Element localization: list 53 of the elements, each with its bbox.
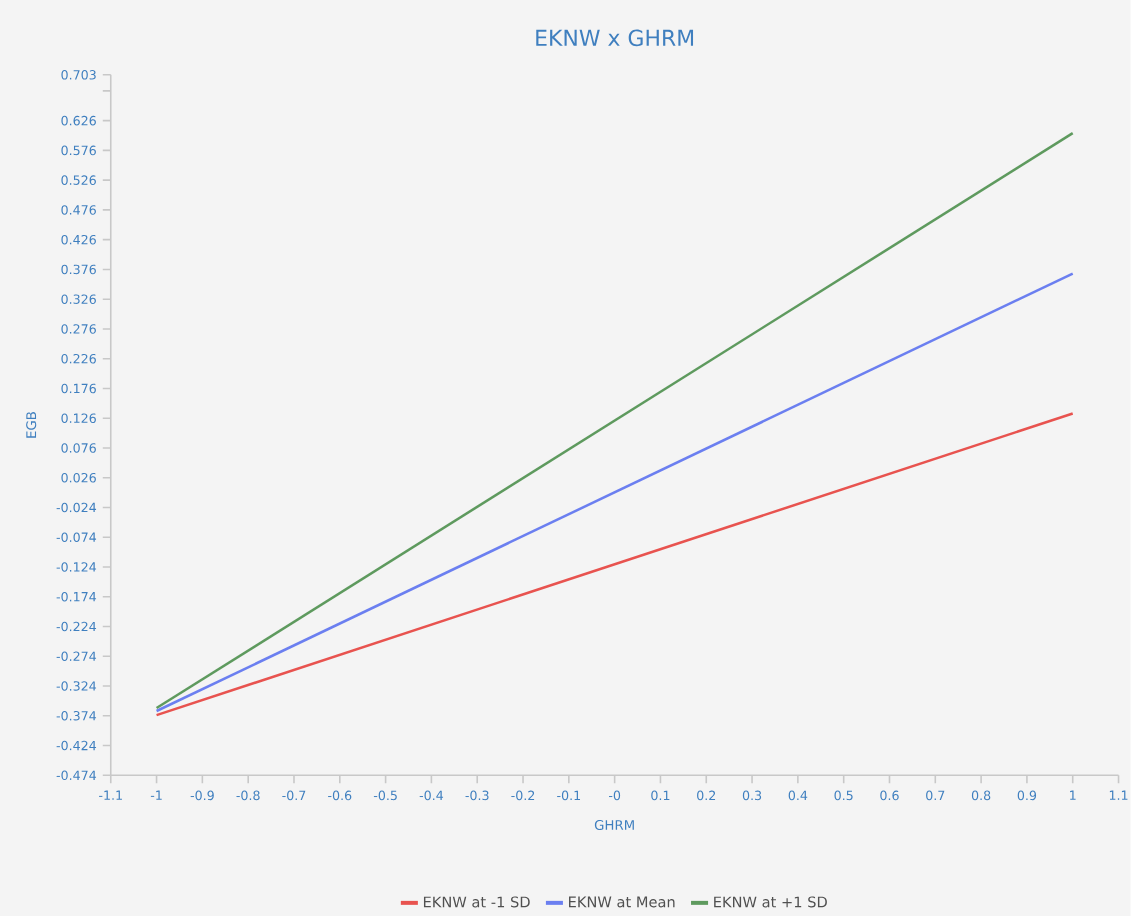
x-tick-label: 0.8 — [971, 790, 991, 801]
y-tick-label: -0.274 — [56, 651, 97, 662]
x-tick-label: -0.8 — [236, 790, 260, 801]
y-tick-label: 0.226 — [61, 353, 96, 364]
x-tick-label: -0.4 — [419, 790, 444, 801]
y-tick-label: 0.526 — [61, 175, 96, 185]
y-tick-label: -0.074 — [56, 532, 97, 543]
x-tick-label: 0.5 — [834, 790, 853, 801]
y-tick-label: 0.326 — [61, 294, 96, 304]
y-tick-label: 0.426 — [61, 234, 96, 245]
legend-label: EKNW at +1 SD — [714, 896, 827, 908]
x-tick-label: 0.2 — [697, 790, 716, 801]
x-tick-label: -0 — [608, 790, 621, 801]
x-tick-label: 1.1 — [1109, 790, 1128, 800]
y-tick-label: -0.324 — [56, 681, 97, 691]
legend-label: EKNW at Mean — [569, 896, 675, 908]
y-tick-label: 0.026 — [61, 472, 96, 483]
x-tick-label: -0.2 — [511, 790, 535, 801]
y-tick-label: -0.424 — [56, 740, 97, 751]
x-tick-label: -0.6 — [328, 790, 352, 801]
x-tick-label: -1.1 — [99, 790, 122, 800]
x-tick-label: 0.1 — [651, 790, 670, 801]
y-axis-title: EGB — [26, 412, 37, 438]
y-tick-label: -0.374 — [56, 711, 97, 721]
y-tick-label: 0.703 — [61, 70, 96, 80]
y-tick-label: 0.376 — [61, 264, 96, 275]
x-tick-label: -0.1 — [557, 790, 581, 801]
y-tick-label: 0.126 — [61, 413, 96, 424]
x-tick-label: 0.3 — [742, 790, 762, 801]
y-tick-label: -0.174 — [56, 591, 97, 602]
x-tick-label: 1 — [1070, 790, 1076, 800]
x-tick-label: 0.9 — [1017, 790, 1037, 801]
y-tick-label: -0.124 — [56, 562, 97, 572]
x-tick-label: 0.4 — [788, 790, 808, 801]
y-tick-label: -0.224 — [56, 621, 97, 632]
x-tick-label: -0.3 — [465, 790, 489, 801]
x-tick-label: 0.6 — [880, 790, 899, 801]
chart-title: EKNW x GHRM — [536, 29, 694, 47]
y-tick-label: 0.626 — [61, 115, 96, 126]
legend-label: EKNW at -1 SD — [423, 896, 530, 908]
y-tick-label: 0.176 — [61, 383, 96, 394]
y-tick-label: 0.576 — [61, 145, 96, 156]
x-tick-label: -0.5 — [373, 790, 397, 801]
x-tick-label: -0.9 — [190, 790, 214, 801]
y-tick-label: -0.474 — [56, 770, 97, 781]
y-tick-label: 0.476 — [61, 205, 96, 215]
y-tick-label: 0.276 — [61, 324, 96, 334]
y-tick-label: 0.076 — [61, 443, 96, 453]
x-tick-label: -1 — [150, 790, 162, 800]
y-tick-label: -0.024 — [56, 502, 97, 513]
x-tick-label: 0.7 — [926, 790, 945, 801]
x-axis-title: GHRM — [594, 819, 634, 831]
x-tick-label: -0.7 — [282, 790, 306, 801]
